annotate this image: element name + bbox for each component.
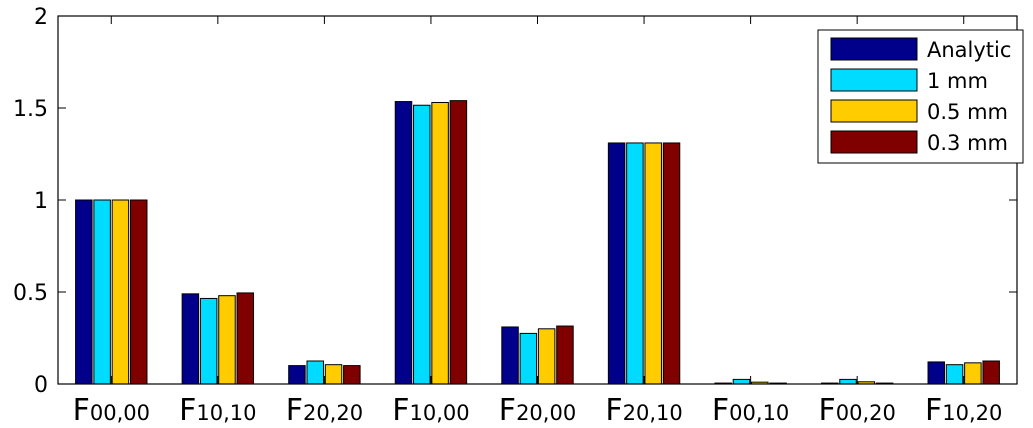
x-tick-label-base: F xyxy=(286,393,303,428)
bar-analytic-10-20 xyxy=(927,361,946,385)
bar-1-mm-00-10 xyxy=(732,378,751,385)
bar-0-3-mm-20-00 xyxy=(556,325,574,385)
bar-1-mm-20-10 xyxy=(626,142,644,385)
x-tick-label: F20,20 xyxy=(286,393,363,428)
legend-swatch xyxy=(830,99,918,123)
y-tick-label: 0.5 xyxy=(13,281,48,306)
legend-label: Analytic xyxy=(927,38,1011,62)
x-tick-label: F20,00 xyxy=(499,393,576,428)
bar-0-5-mm-10-10 xyxy=(218,295,236,385)
bar-1-mm-00-00 xyxy=(93,199,111,385)
x-tick-label-base: F xyxy=(818,393,835,428)
x-tick-label-sub: 00,00 xyxy=(90,401,150,425)
x-tick-label: F00,10 xyxy=(712,393,789,428)
x-tick-label-sub: 10,10 xyxy=(196,401,256,425)
bar-analytic-10-00 xyxy=(394,101,413,385)
bar-1-mm-20-20 xyxy=(306,360,324,385)
legend-label: 0.5 mm xyxy=(927,100,1008,124)
bar-0-5-mm-00-00 xyxy=(111,199,130,385)
legend-label: 0.3 mm xyxy=(927,131,1008,155)
y-tick-label: 1.5 xyxy=(13,97,48,122)
bar-analytic-20-20 xyxy=(288,365,306,385)
bar-analytic-10-10 xyxy=(181,293,200,385)
bar-1-mm-10-00 xyxy=(413,104,431,385)
bar-1-mm-00-20 xyxy=(839,378,857,385)
bar-1-mm-10-10 xyxy=(199,297,218,385)
x-tick-label: F10,10 xyxy=(179,393,256,428)
bar-0-3-mm-10-10 xyxy=(236,292,255,385)
y-tick-label: 0 xyxy=(34,373,48,398)
bar-1-mm-20-00 xyxy=(519,332,538,385)
y-axis-ticks: 0 0.5 1 1.5 2 xyxy=(13,5,1017,398)
legend-swatch xyxy=(830,68,918,92)
x-tick-label: F10,20 xyxy=(925,393,1002,428)
x-tick-label-sub: 00,10 xyxy=(729,401,789,425)
bar-0-5-mm-20-00 xyxy=(537,328,556,385)
bar-0-3-mm-20-20 xyxy=(343,365,361,385)
bar-0-3-mm-10-00 xyxy=(449,100,468,385)
x-tick-label: F10,00 xyxy=(392,393,469,428)
y-tick-label: 2 xyxy=(34,5,48,30)
bar-0-3-mm-10-20 xyxy=(982,360,1000,385)
x-tick-label-base: F xyxy=(499,393,516,428)
legend: Analytic 1 mm 0.5 mm 0.3 mm xyxy=(817,29,1024,164)
x-tick-label-base: F xyxy=(73,393,90,428)
x-tick-label: F20,10 xyxy=(605,393,682,428)
x-tick-label-base: F xyxy=(179,393,196,428)
bar-analytic-20-00 xyxy=(501,326,519,385)
x-tick-label: F00,20 xyxy=(818,393,895,428)
bar-0-3-mm-20-10 xyxy=(662,142,681,385)
x-tick-label-sub: 10,20 xyxy=(942,401,1002,425)
x-tick-label-base: F xyxy=(605,393,622,428)
bar-1-mm-10-20 xyxy=(945,364,964,385)
x-tick-label-base: F xyxy=(392,393,409,428)
legend-swatch xyxy=(830,130,918,154)
bar-0-5-mm-20-10 xyxy=(644,142,662,385)
x-tick-label-sub: 20,10 xyxy=(623,401,683,425)
legend-swatch xyxy=(830,37,918,61)
bar-analytic-00-00 xyxy=(75,199,93,385)
x-tick-label-sub: 20,00 xyxy=(516,401,576,425)
bar-analytic-20-10 xyxy=(607,142,626,385)
legend-label: 1 mm xyxy=(927,69,988,93)
x-tick-label-base: F xyxy=(925,393,942,428)
x-tick-label-sub: 10,00 xyxy=(410,401,470,425)
bar-0-5-mm-20-20 xyxy=(324,364,343,385)
x-tick-label-base: F xyxy=(712,393,729,428)
bar-0-3-mm-00-00 xyxy=(129,199,148,385)
x-tick-label-sub: 00,20 xyxy=(836,401,896,425)
y-tick-label: 1 xyxy=(34,189,48,214)
bar-0-5-mm-10-20 xyxy=(964,362,982,385)
x-tick-label-sub: 20,20 xyxy=(303,401,363,425)
x-tick-label: F00,00 xyxy=(73,393,150,428)
bar-0-5-mm-10-00 xyxy=(431,101,449,385)
x-axis-labels: F00,00 F10,10 F20,20 F10,00 F20,00 F20,10 F00,… xyxy=(73,16,1002,428)
